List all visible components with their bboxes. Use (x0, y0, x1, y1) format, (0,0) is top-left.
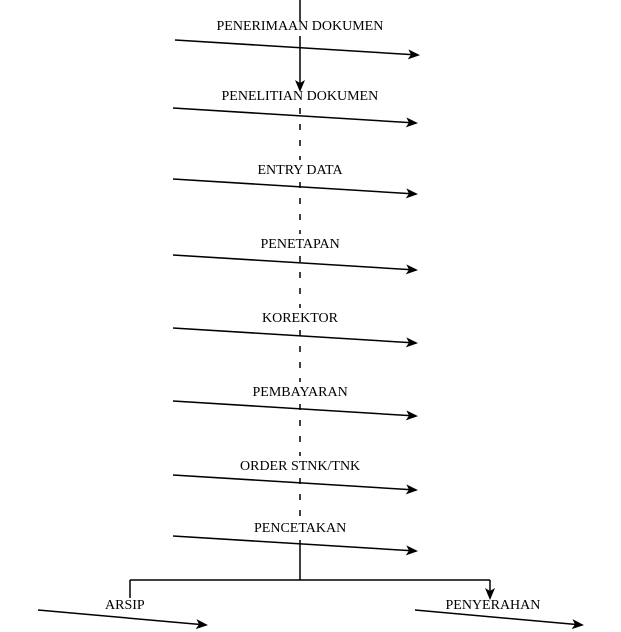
flow-node-n10: PENYERAHAN (446, 598, 541, 614)
flow-node-n5: KOREKTOR (262, 311, 338, 327)
flow-node-n1: PENERIMAAN DOKUMEN (217, 19, 384, 35)
flow-node-n6: PEMBAYARAN (253, 385, 348, 401)
flow-node-n2: PENELITIAN DOKUMEN (222, 89, 379, 105)
flow-node-n7: ORDER STNK/TNK (240, 459, 360, 475)
flow-node-n8: PENCETAKAN (254, 521, 346, 537)
flow-node-n4: PENETAPAN (261, 237, 340, 253)
flow-node-n3: ENTRY DATA (258, 163, 343, 179)
flow-node-n9: ARSIP (105, 598, 145, 614)
